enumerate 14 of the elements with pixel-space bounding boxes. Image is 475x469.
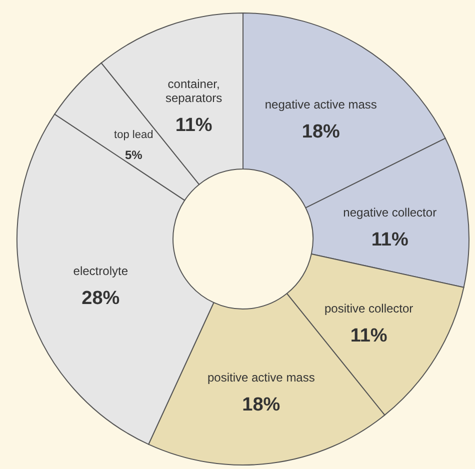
data-label: 18% bbox=[302, 122, 340, 143]
data-label: 11% bbox=[371, 229, 408, 250]
data-label: 11% bbox=[350, 325, 388, 346]
slice-label: container, separators bbox=[165, 76, 222, 105]
data-label: 28% bbox=[82, 288, 120, 309]
data-label: 11% bbox=[175, 114, 212, 136]
data-label: 18% bbox=[242, 394, 280, 416]
slice-label: positive collector bbox=[324, 301, 414, 316]
data-label: 5% bbox=[124, 148, 143, 162]
slice-label: electrolyte bbox=[73, 264, 128, 278]
slice-label: negative active mass bbox=[264, 98, 377, 112]
slice-label: negative collector bbox=[343, 205, 437, 220]
slice-label: positive active mass bbox=[208, 370, 315, 384]
slice-label: top lead bbox=[114, 128, 154, 141]
